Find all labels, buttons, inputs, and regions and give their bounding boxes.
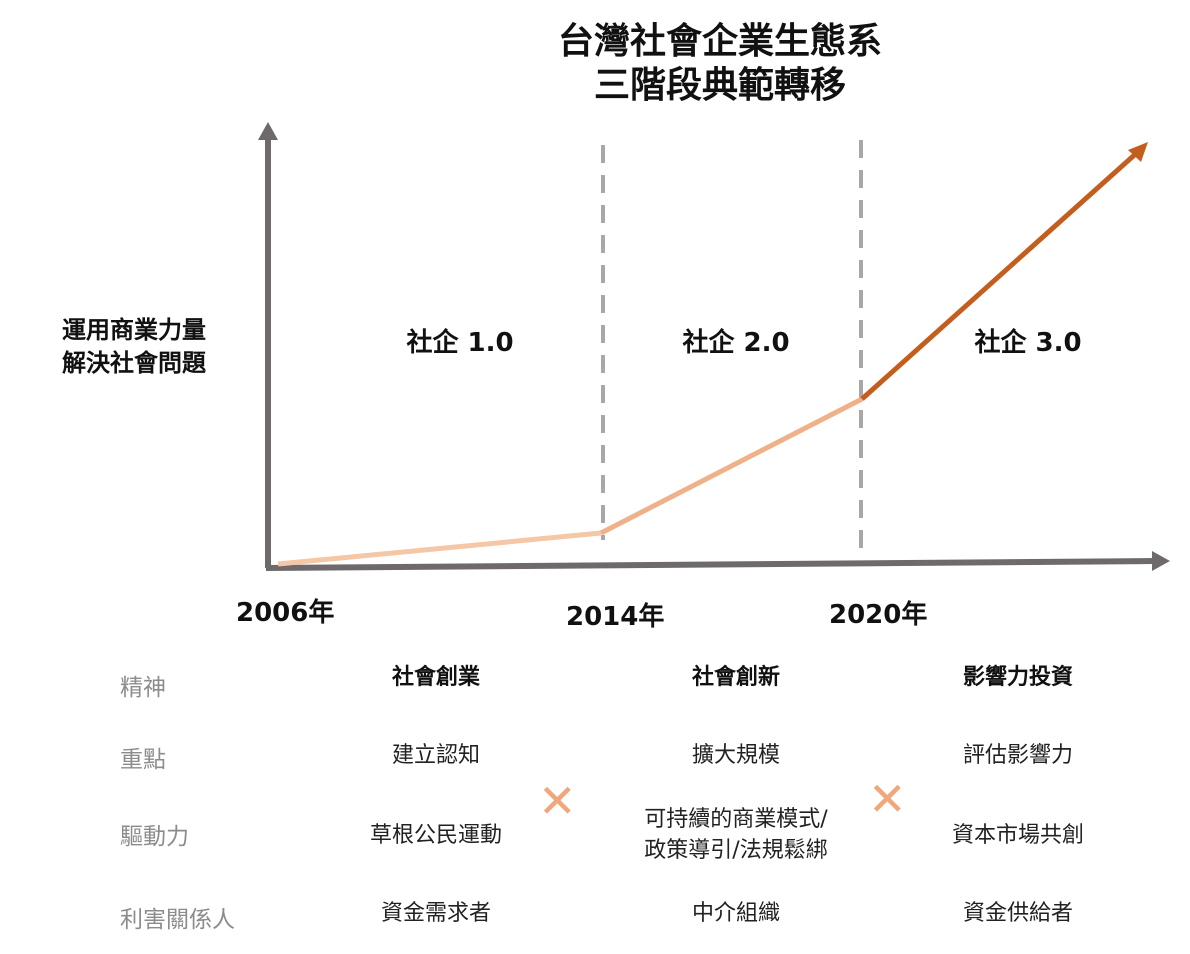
diagram-title: 台灣社會企業生態系 三階段典範轉移 xyxy=(0,20,1190,108)
stage-label-1: 社企 1.0 xyxy=(406,328,514,358)
col3-driver: 資本市場共創 xyxy=(951,823,1084,848)
col1-focus: 建立認知 xyxy=(391,743,480,768)
cross-icon-2: ✕ xyxy=(868,772,907,826)
year-2006: 2006年 xyxy=(236,598,335,628)
col1-spirit: 社會創業 xyxy=(391,665,480,690)
col2-stakeholder: 中介組織 xyxy=(691,901,780,926)
stage-label-3: 社企 3.0 xyxy=(974,328,1082,358)
growth-segment-1 xyxy=(277,530,602,567)
row-label-stakeholder: 利害關係人 xyxy=(120,907,235,933)
col3-focus: 評估影響力 xyxy=(962,743,1073,768)
title-line-2: 三階段典範轉移 xyxy=(593,65,846,106)
col1-stakeholder: 資金需求者 xyxy=(380,901,491,926)
growth-segment-3 xyxy=(860,148,1142,401)
row-label-focus: 重點 xyxy=(120,747,166,773)
col2-spirit: 社會創新 xyxy=(691,665,780,690)
x-axis-arrow-icon xyxy=(1152,551,1170,571)
row-label-spirit: 精神 xyxy=(120,675,166,701)
col3-stakeholder: 資金供給者 xyxy=(962,901,1073,926)
col2-focus: 擴大規模 xyxy=(691,743,780,768)
col2-driver: 可持續的商業模式/ 政策導引/法規鬆綁 xyxy=(644,807,828,863)
year-2020: 2020年 xyxy=(829,600,928,630)
growth-segment-2 xyxy=(599,396,864,536)
col3-spirit: 影響力投資 xyxy=(962,665,1073,690)
row-label-driver: 驅動力 xyxy=(120,824,189,850)
title-line-1: 台灣社會企業生態系 xyxy=(557,21,882,62)
growth-arrow-icon xyxy=(1128,142,1148,162)
y-axis-label: 運用商業力量 解決社會問題 xyxy=(62,316,206,377)
col1-driver: 草根公民運動 xyxy=(369,823,502,848)
y-axis-arrow-icon xyxy=(258,122,278,140)
cross-icon-1: ✕ xyxy=(538,774,577,828)
year-2014: 2014年 xyxy=(566,602,665,632)
stage-label-2: 社企 2.0 xyxy=(682,328,790,358)
x-axis xyxy=(265,558,1157,571)
